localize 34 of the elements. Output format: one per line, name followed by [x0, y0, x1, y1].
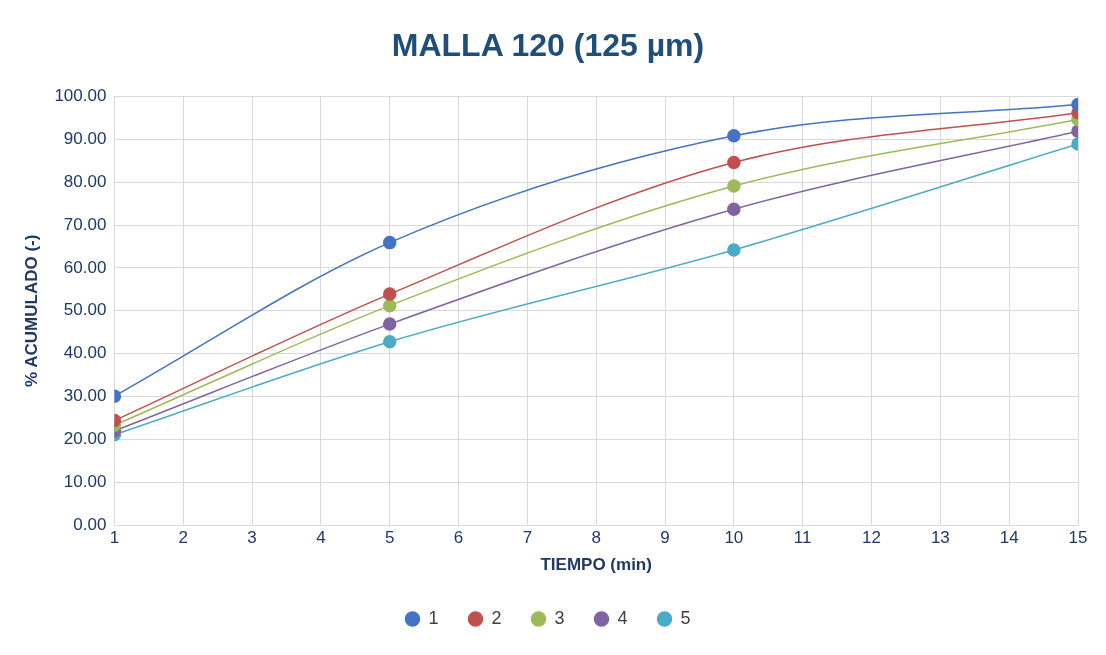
x-tick-label: 13: [930, 528, 950, 548]
x-tick-label: 15: [1068, 528, 1088, 548]
y-tick-label: 60.00: [63, 257, 107, 277]
x-axis-title: TIEMPO (min): [540, 555, 652, 575]
y-tick-label: 30.00: [63, 386, 107, 406]
y-tick-label: 40.00: [63, 343, 107, 363]
legend-label: 4: [617, 607, 628, 628]
x-tick-label: 5: [384, 528, 395, 548]
legend-label: 2: [491, 607, 502, 628]
x-tick-label: 14: [999, 528, 1019, 548]
x-tick-label: 2: [178, 528, 188, 548]
legend-label: 5: [680, 607, 691, 628]
x-tick-label: 12: [862, 528, 881, 548]
y-tick-label: 50.00: [63, 300, 107, 320]
legend-label: 3: [554, 607, 565, 628]
y-axis-title: % ACUMULADO (-): [21, 234, 41, 387]
y-tick-label: 100.00: [54, 86, 107, 106]
x-tick-label: 7: [522, 528, 533, 548]
y-tick-label: 20.00: [63, 429, 107, 449]
x-tick-label: 10: [724, 528, 744, 548]
x-tick-label: 8: [591, 528, 601, 548]
y-tick-label: 90.00: [63, 128, 107, 148]
x-tick-label: 6: [453, 528, 464, 548]
x-tick-label: 4: [316, 528, 326, 548]
y-tick-label: 10.00: [63, 472, 107, 492]
x-tick-label: 11: [793, 528, 812, 548]
y-tick-label: 80.00: [63, 171, 107, 191]
chart-title: MALLA 120 (125 µm): [391, 27, 705, 64]
y-tick-label: 0.00: [73, 514, 107, 534]
y-tick-label: 70.00: [63, 214, 107, 234]
x-tick-label: 9: [660, 528, 670, 548]
x-tick-label: 3: [247, 528, 257, 548]
legend-label: 1: [428, 607, 439, 628]
x-tick-label: 1: [109, 528, 120, 548]
